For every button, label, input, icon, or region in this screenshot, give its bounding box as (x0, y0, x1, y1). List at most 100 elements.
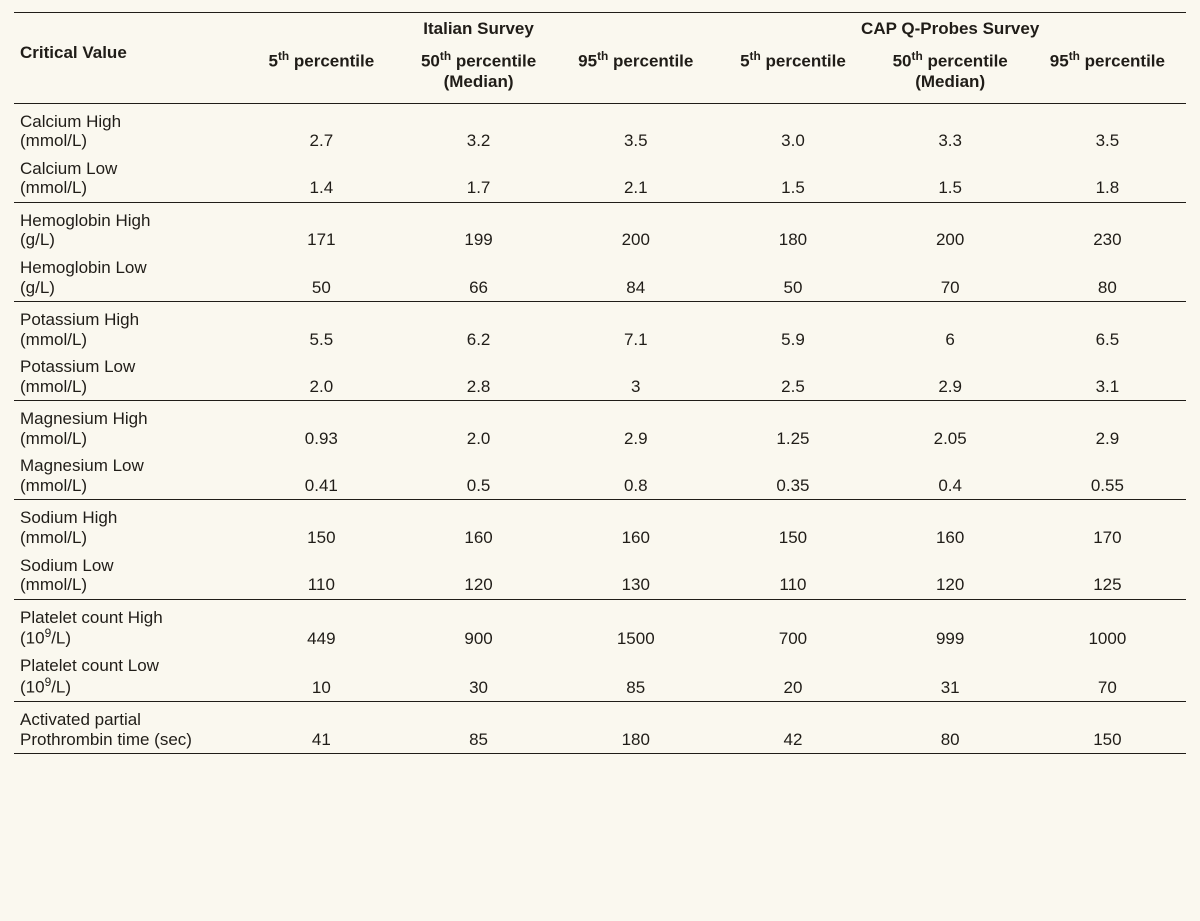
cell-value: 66 (400, 254, 557, 302)
header-survey-cap: CAP Q-Probes Survey (714, 13, 1186, 45)
cell-value: 120 (400, 552, 557, 600)
cell-value: 5.9 (714, 302, 871, 354)
cell-value: 7.1 (557, 302, 714, 354)
cell-value: 150 (243, 500, 400, 552)
cell-value: 3 (557, 353, 714, 401)
cell-value: 2.9 (557, 401, 714, 453)
row-label: Calcium High(mmol/L) (14, 103, 243, 155)
cell-value: 150 (714, 500, 871, 552)
cell-value: 3.0 (714, 103, 871, 155)
cell-value: 999 (872, 599, 1029, 652)
row-label: Platelet count High(109/L) (14, 599, 243, 652)
cell-value: 80 (1029, 254, 1186, 302)
row-label: Potassium High(mmol/L) (14, 302, 243, 354)
cell-value: 200 (872, 202, 1029, 254)
cell-value: 0.55 (1029, 452, 1186, 500)
header-cap-p5: 5th percentile (714, 45, 871, 104)
cell-value: 150 (1029, 702, 1186, 754)
header-critical-value: Critical Value (14, 13, 243, 104)
cell-value: 84 (557, 254, 714, 302)
cell-value: 3.2 (400, 103, 557, 155)
table-row: Hemoglobin High(g/L)171199200180200230 (14, 202, 1186, 254)
cell-value: 2.9 (872, 353, 1029, 401)
row-label: Platelet count Low(109/L) (14, 652, 243, 701)
row-label: Sodium High(mmol/L) (14, 500, 243, 552)
row-label: Activated partialProthrombin time (sec) (14, 702, 243, 754)
cell-value: 1500 (557, 599, 714, 652)
cell-value: 41 (243, 702, 400, 754)
cell-value: 1.5 (872, 155, 1029, 203)
cell-value: 2.9 (1029, 401, 1186, 453)
cell-value: 2.7 (243, 103, 400, 155)
cell-value: 200 (557, 202, 714, 254)
cell-value: 3.5 (557, 103, 714, 155)
cell-value: 900 (400, 599, 557, 652)
cell-value: 0.8 (557, 452, 714, 500)
cell-value: 120 (872, 552, 1029, 600)
cell-value: 1.25 (714, 401, 871, 453)
cell-value: 700 (714, 599, 871, 652)
cell-value: 1.4 (243, 155, 400, 203)
row-label: Hemoglobin High(g/L) (14, 202, 243, 254)
cell-value: 199 (400, 202, 557, 254)
cell-value: 50 (243, 254, 400, 302)
row-label: Potassium Low(mmol/L) (14, 353, 243, 401)
cell-value: 0.93 (243, 401, 400, 453)
cell-value: 1.8 (1029, 155, 1186, 203)
table-header: Critical Value Italian Survey CAP Q-Prob… (14, 13, 1186, 104)
cell-value: 125 (1029, 552, 1186, 600)
cell-value: 0.4 (872, 452, 1029, 500)
row-label: Magnesium Low(mmol/L) (14, 452, 243, 500)
cell-value: 130 (557, 552, 714, 600)
cell-value: 110 (714, 552, 871, 600)
cell-value: 1.7 (400, 155, 557, 203)
table-row: Potassium Low(mmol/L)2.02.832.52.93.1 (14, 353, 1186, 401)
cell-value: 85 (557, 652, 714, 701)
critical-values-table: Critical Value Italian Survey CAP Q-Prob… (14, 12, 1186, 754)
cell-value: 0.5 (400, 452, 557, 500)
cell-value: 230 (1029, 202, 1186, 254)
cell-value: 180 (557, 702, 714, 754)
cell-value: 5.5 (243, 302, 400, 354)
cell-value: 6 (872, 302, 1029, 354)
cell-value: 160 (400, 500, 557, 552)
cell-value: 30 (400, 652, 557, 701)
row-label: Sodium Low(mmol/L) (14, 552, 243, 600)
table-row: Platelet count High(109/L)44990015007009… (14, 599, 1186, 652)
row-label: Calcium Low(mmol/L) (14, 155, 243, 203)
cell-value: 2.0 (243, 353, 400, 401)
cell-value: 160 (557, 500, 714, 552)
table-body: Calcium High(mmol/L)2.73.23.53.03.33.5Ca… (14, 103, 1186, 754)
cell-value: 3.5 (1029, 103, 1186, 155)
table-row: Activated partialProthrombin time (sec)4… (14, 702, 1186, 754)
cell-value: 180 (714, 202, 871, 254)
cell-value: 10 (243, 652, 400, 701)
table-row: Calcium Low(mmol/L)1.41.72.11.51.51.8 (14, 155, 1186, 203)
header-survey-italian: Italian Survey (243, 13, 715, 45)
table-row: Magnesium High(mmol/L)0.932.02.91.252.05… (14, 401, 1186, 453)
cell-value: 2.8 (400, 353, 557, 401)
cell-value: 160 (872, 500, 1029, 552)
cell-value: 42 (714, 702, 871, 754)
cell-value: 1000 (1029, 599, 1186, 652)
table-row: Potassium High(mmol/L)5.56.27.15.966.5 (14, 302, 1186, 354)
cell-value: 0.35 (714, 452, 871, 500)
header-it-p95: 95th percentile (557, 45, 714, 104)
table-row: Platelet count Low(109/L)103085203170 (14, 652, 1186, 701)
row-label: Magnesium High(mmol/L) (14, 401, 243, 453)
cell-value: 2.1 (557, 155, 714, 203)
cell-value: 3.3 (872, 103, 1029, 155)
table-row: Sodium Low(mmol/L)110120130110120125 (14, 552, 1186, 600)
cell-value: 2.0 (400, 401, 557, 453)
table-row: Hemoglobin Low(g/L)506684507080 (14, 254, 1186, 302)
cell-value: 6.2 (400, 302, 557, 354)
header-cap-p50: 50th percentile (Median) (872, 45, 1029, 104)
table-row: Sodium High(mmol/L)150160160150160170 (14, 500, 1186, 552)
cell-value: 170 (1029, 500, 1186, 552)
table-row: Calcium High(mmol/L)2.73.23.53.03.33.5 (14, 103, 1186, 155)
cell-value: 85 (400, 702, 557, 754)
cell-value: 0.41 (243, 452, 400, 500)
cell-value: 20 (714, 652, 871, 701)
cell-value: 31 (872, 652, 1029, 701)
cell-value: 3.1 (1029, 353, 1186, 401)
